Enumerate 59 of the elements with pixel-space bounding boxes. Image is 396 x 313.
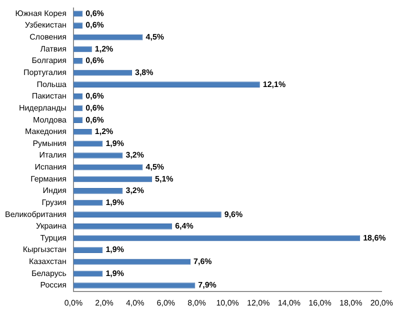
y-tick-label: Латвия [40,44,66,54]
data-label: 18,6% [363,233,386,242]
y-tick-label: Германия [30,174,66,184]
data-label: 1,2% [94,44,114,54]
data-label: 4,5% [146,32,164,42]
data-label: 1,9% [106,138,124,148]
data-label: 3,8% [135,68,154,77]
x-tick-label: 14,0% [278,298,301,308]
data-label: 3,2% [126,186,144,196]
y-tick-label: Нидерланды [18,103,67,112]
x-tick-label: 6,0% [156,298,176,308]
data-label: 0,6% [86,115,104,124]
x-tick-label: 18,0% [339,298,362,308]
data-label: 3,2% [126,150,144,160]
y-tick-label: Пакистан [32,92,66,101]
y-tick-label: Македония [25,127,66,136]
y-tick-label: Россия [40,280,66,290]
x-tick-label: 0,0% [64,298,83,308]
y-tick-label: Беларусь [31,268,66,278]
y-tick-label: Испания [34,162,66,172]
data-label: 12,1% [262,80,286,89]
x-tick-label: 12,0% [247,298,270,308]
data-label: 9,6% [224,210,243,219]
x-tick-label: 8,0% [188,298,206,308]
x-tick-label: 20,0% [370,298,393,308]
y-tick-label: Италия [39,150,66,160]
y-tick-label: Индия [42,186,66,196]
data-label: 1,2% [94,127,114,136]
y-tick-label: Великобритания [5,210,66,219]
data-label: 7,6% [194,257,212,266]
x-tick-label: 10,0% [216,298,239,308]
data-label: 0,6% [86,92,104,101]
y-tick-label: Болгария [32,56,66,66]
data-label: 0,6% [86,8,104,18]
y-tick-label: Кыргызстан [22,245,66,254]
data-label: 1,9% [106,198,124,207]
y-tick-label: Португалия [24,68,66,77]
data-label: 1,9% [106,268,124,278]
y-tick-label: Украина [36,222,67,231]
x-tick-label: 2,0% [95,298,114,308]
data-label: 5,1% [155,174,174,184]
y-tick-label: Польша [36,80,67,89]
y-tick-label: Узбекистан [24,20,66,30]
y-tick-label: Словения [30,32,66,42]
x-tick-label: 4,0% [126,298,144,308]
data-label: 7,9% [198,280,216,290]
data-label: 0,6% [86,20,104,30]
data-label: 4,5% [146,162,164,172]
y-tick-label: Казахстан [28,257,66,266]
data-label: 6,4% [175,222,194,231]
data-label: 1,9% [106,245,124,254]
y-tick-label: Грузия [42,198,66,207]
y-tick-label: Молдова [33,115,67,124]
data-label: 0,6% [86,56,104,66]
y-tick-label: Южная Корея [15,8,66,18]
x-tick-label: 16,0% [308,298,332,308]
data-label: 0,6% [86,103,104,112]
y-tick-label: Турция [40,233,66,242]
y-tick-label: Румыния [32,138,66,148]
